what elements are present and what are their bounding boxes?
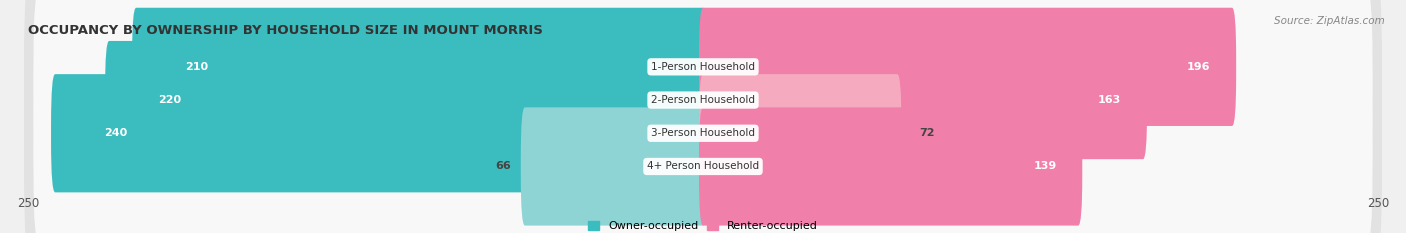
FancyBboxPatch shape — [699, 41, 1147, 159]
FancyBboxPatch shape — [699, 8, 1236, 126]
Text: OCCUPANCY BY OWNERSHIP BY HOUSEHOLD SIZE IN MOUNT MORRIS: OCCUPANCY BY OWNERSHIP BY HOUSEHOLD SIZE… — [28, 24, 543, 37]
Text: 139: 139 — [1033, 161, 1057, 171]
FancyBboxPatch shape — [51, 74, 707, 192]
Text: Source: ZipAtlas.com: Source: ZipAtlas.com — [1274, 16, 1385, 26]
Text: 240: 240 — [104, 128, 127, 138]
Text: 220: 220 — [157, 95, 181, 105]
Legend: Owner-occupied, Renter-occupied: Owner-occupied, Renter-occupied — [583, 216, 823, 233]
FancyBboxPatch shape — [699, 107, 1083, 226]
FancyBboxPatch shape — [24, 73, 1382, 233]
FancyBboxPatch shape — [34, 91, 1372, 233]
FancyBboxPatch shape — [24, 40, 1382, 226]
FancyBboxPatch shape — [132, 8, 707, 126]
Text: 66: 66 — [495, 161, 512, 171]
FancyBboxPatch shape — [34, 57, 1372, 209]
FancyBboxPatch shape — [24, 0, 1382, 160]
FancyBboxPatch shape — [24, 7, 1382, 193]
FancyBboxPatch shape — [520, 107, 707, 226]
Text: 4+ Person Household: 4+ Person Household — [647, 161, 759, 171]
Text: 196: 196 — [1187, 62, 1211, 72]
Text: 2-Person Household: 2-Person Household — [651, 95, 755, 105]
Text: 3-Person Household: 3-Person Household — [651, 128, 755, 138]
FancyBboxPatch shape — [105, 41, 707, 159]
Text: 72: 72 — [920, 128, 935, 138]
FancyBboxPatch shape — [34, 0, 1372, 143]
Text: 210: 210 — [184, 62, 208, 72]
Text: 1-Person Household: 1-Person Household — [651, 62, 755, 72]
FancyBboxPatch shape — [34, 24, 1372, 176]
FancyBboxPatch shape — [699, 74, 901, 192]
Text: 163: 163 — [1098, 95, 1122, 105]
